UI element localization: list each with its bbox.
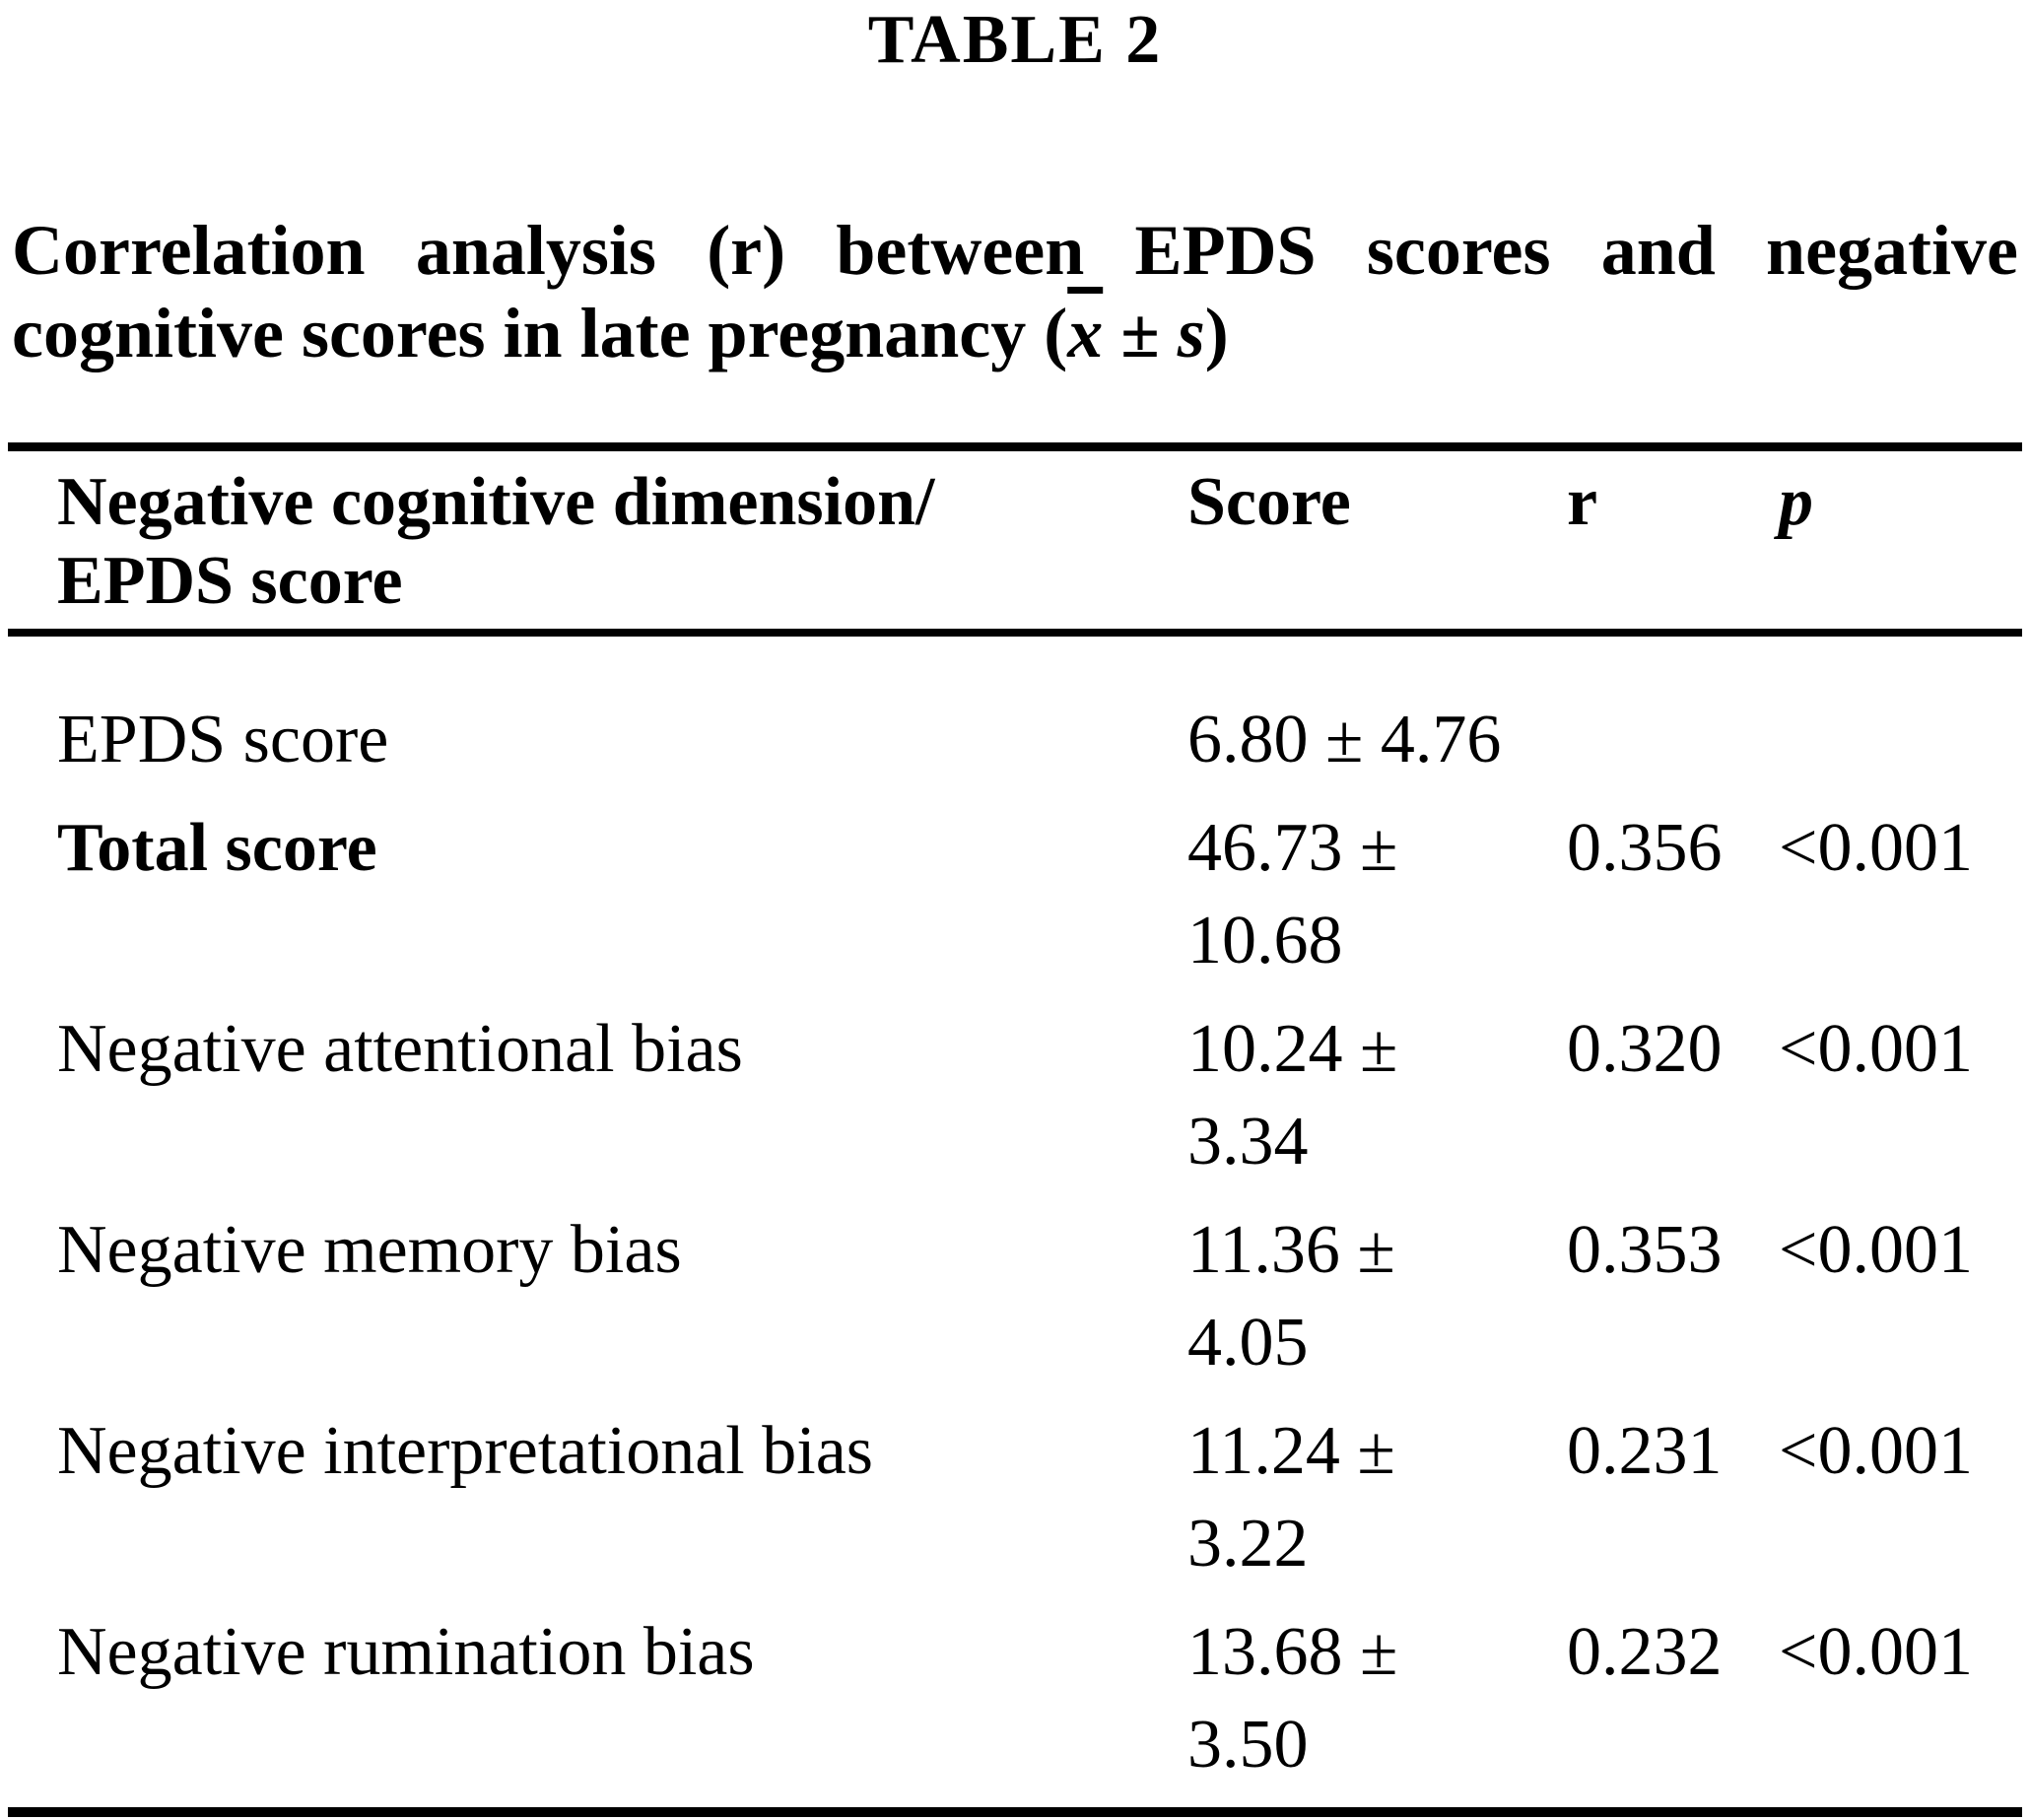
score-line: 10.24 ± <box>1187 1011 1398 1087</box>
score-line: 11.24 ± <box>1187 1413 1395 1489</box>
row-r-value <box>1567 694 1779 786</box>
score-line: 3.34 <box>1187 1104 1309 1180</box>
row-label: Negative memory bias <box>57 1212 682 1288</box>
header-dimension-line-2: EPDS score <box>57 543 403 619</box>
row-score: 46.73 ± 10.68 <box>1187 802 1567 987</box>
s-symbol: s <box>1177 294 1205 372</box>
score-line: 46.73 ± <box>1187 810 1398 886</box>
row-p-value <box>1779 694 2022 786</box>
row-label: Negative interpretational bias <box>57 1413 874 1489</box>
table-caption: Correlation analysis (r) between EPDS sc… <box>12 209 2018 374</box>
score-line: 13.68 ± <box>1187 1614 1398 1690</box>
caption-close-paren: ) <box>1204 294 1229 372</box>
x-bar-symbol: x <box>1067 294 1104 372</box>
score-line: 6.80 ± 4.76 <box>1187 702 1502 777</box>
row-r-value: 0.353 <box>1567 1212 1723 1288</box>
table-body: EPDS score 6.80 ± 4.76 Total score 46.73 ± 1… <box>8 637 2022 1817</box>
table-title: TABLE 2 <box>867 2 1163 78</box>
row-p-value: <0.001 <box>1779 810 1973 886</box>
row-label: Negative rumination bias <box>57 1614 755 1690</box>
row-r-value: 0.231 <box>1567 1413 1723 1489</box>
caption-line-2-text: cognitive scores in late pregnancy ( <box>12 294 1068 372</box>
score-line: 11.36 ± <box>1187 1212 1395 1288</box>
caption-line-2: cognitive scores in late pregnancy (x ± … <box>12 292 2018 374</box>
score-line: 3.50 <box>1187 1707 1309 1783</box>
table-row: Negative attentional bias 10.24 ± 3.34 0.32… <box>8 1003 2022 1204</box>
score-line: 10.68 <box>1187 903 1343 978</box>
row-r-value: 0.232 <box>1567 1614 1723 1690</box>
header-r: r <box>1567 464 1598 540</box>
header-p: p <box>1779 464 1813 540</box>
plus-minus-symbol: ± <box>1103 294 1178 372</box>
row-p-value: <0.001 <box>1779 1413 1973 1489</box>
table-row: Negative memory bias 11.36 ± 4.05 0.353 <0.0… <box>8 1204 2022 1405</box>
row-score: 11.36 ± 4.05 <box>1187 1204 1567 1389</box>
table-header-row: Negative cognitive dimension/ EPDS score… <box>8 451 2022 637</box>
score-line: 4.05 <box>1187 1305 1309 1381</box>
row-p-value: <0.001 <box>1779 1614 1973 1690</box>
table-row: Negative rumination bias 13.68 ± 3.50 0.232… <box>8 1606 2022 1807</box>
row-r-value: 0.320 <box>1567 1011 1723 1087</box>
row-score: 6.80 ± 4.76 <box>1187 694 1567 786</box>
row-score: 10.24 ± 3.34 <box>1187 1003 1567 1188</box>
row-score: 11.24 ± 3.22 <box>1187 1405 1567 1590</box>
row-label: Total score <box>57 810 377 886</box>
table-row: Negative interpretational bias 11.24 ± 3.2… <box>8 1405 2022 1606</box>
row-p-value: <0.001 <box>1779 1212 1973 1288</box>
row-score: 13.68 ± 3.50 <box>1187 1606 1567 1791</box>
row-p-value: <0.001 <box>1779 1011 1973 1087</box>
table-row: EPDS score 6.80 ± 4.76 <box>8 694 2022 802</box>
header-dimension-line-1: Negative cognitive dimension/ <box>57 464 935 540</box>
header-dimension: Negative cognitive dimension/ EPDS score <box>8 463 1187 621</box>
row-label: Negative attentional bias <box>57 1011 743 1087</box>
row-label: EPDS score <box>57 702 389 777</box>
row-r-value: 0.356 <box>1567 810 1723 886</box>
caption-line-1: Correlation analysis (r) between EPDS sc… <box>12 211 2018 290</box>
score-line: 3.22 <box>1187 1506 1309 1582</box>
table-row: Total score 46.73 ± 10.68 0.356 <0.001 <box>8 802 2022 1003</box>
header-score: Score <box>1187 464 1351 540</box>
correlation-table: Negative cognitive dimension/ EPDS score… <box>8 442 2022 1817</box>
